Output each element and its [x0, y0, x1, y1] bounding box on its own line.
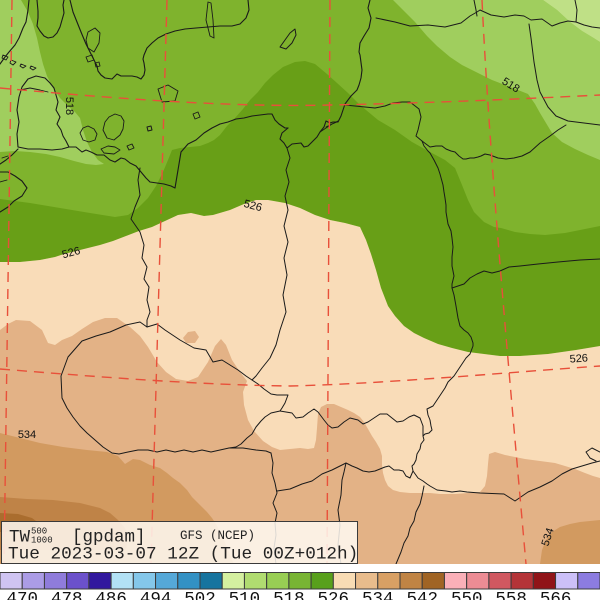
- svg-text:470: 470: [6, 590, 38, 600]
- svg-text:GFS (NCEP): GFS (NCEP): [180, 529, 255, 543]
- svg-text:558: 558: [495, 590, 527, 600]
- svg-text:494: 494: [140, 590, 172, 600]
- svg-text:534: 534: [362, 590, 394, 600]
- svg-text:518: 518: [273, 590, 305, 600]
- svg-text:526: 526: [569, 352, 588, 365]
- svg-text:542: 542: [406, 590, 438, 600]
- svg-text:518: 518: [63, 97, 75, 115]
- svg-text:534: 534: [540, 526, 557, 547]
- svg-text:1000: 1000: [31, 536, 53, 546]
- svg-text:486: 486: [95, 590, 127, 600]
- svg-text:TW: TW: [9, 528, 31, 548]
- svg-text:566: 566: [540, 590, 572, 600]
- svg-text:500: 500: [31, 527, 47, 537]
- svg-text:534: 534: [18, 429, 36, 441]
- svg-text:526: 526: [242, 198, 263, 214]
- svg-text:526: 526: [318, 590, 350, 600]
- svg-text:Tue 2023-03-07 12Z (Tue 00Z+01: Tue 2023-03-07 12Z (Tue 00Z+012h): [8, 545, 358, 565]
- svg-text:526: 526: [61, 245, 82, 261]
- svg-text:510: 510: [229, 590, 261, 600]
- svg-text:[gpdam]: [gpdam]: [72, 528, 146, 548]
- svg-text:550: 550: [451, 590, 483, 600]
- svg-text:478: 478: [51, 590, 83, 600]
- svg-text:502: 502: [184, 590, 216, 600]
